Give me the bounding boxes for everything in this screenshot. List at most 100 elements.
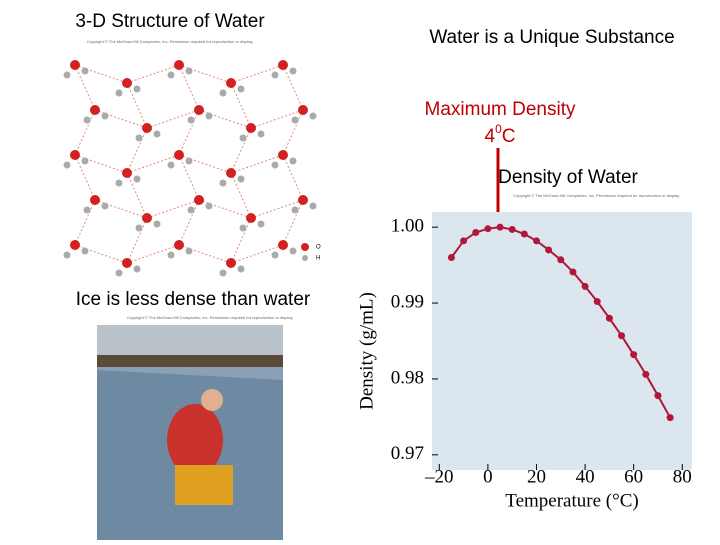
hydrogen (271, 161, 279, 169)
bond (126, 127, 148, 174)
bond (282, 109, 304, 156)
hydrogen (291, 116, 299, 124)
bond (74, 199, 96, 246)
x-tick-label: 60 (624, 466, 643, 487)
hydrogen (101, 202, 109, 210)
y-tick-label: 0.99 (391, 291, 424, 312)
ice-caption: Ice is less dense than water (76, 289, 311, 310)
oxygen (142, 123, 152, 133)
oxygen (298, 195, 308, 205)
hydrogen (167, 71, 175, 79)
data-point (605, 314, 613, 322)
bond (74, 64, 128, 84)
photo-person (167, 404, 223, 476)
copyright: Copyright © The McGraw-Hill Companies, I… (87, 39, 254, 44)
data-point (447, 254, 455, 262)
bond (126, 172, 148, 219)
x-tick-label: 80 (673, 466, 692, 487)
bond (250, 199, 304, 219)
hydrogen (187, 206, 195, 214)
hydrogen (219, 269, 227, 277)
data-point (545, 246, 553, 254)
oxygen (278, 150, 288, 160)
oxygen (90, 105, 100, 115)
hydrogen (205, 202, 213, 210)
hydrogen (63, 251, 71, 259)
chart: 1.00 0.99 0.98 0.97–20 0 20 40 60 80 Temperature … (356, 212, 692, 511)
oxygen (122, 168, 132, 178)
hydrogen (81, 157, 89, 165)
bond (178, 154, 232, 174)
chart-copyright: Copyright © The McGraw-Hill Companies, I… (513, 193, 680, 198)
data-point (569, 268, 577, 276)
hydrogen (135, 134, 143, 142)
temp-number: 4 (485, 126, 496, 147)
hydrogen (185, 247, 193, 255)
data-point (642, 370, 650, 378)
bond (126, 154, 180, 174)
y-tick-label: 1.00 (391, 216, 424, 237)
x-tick-label: 40 (576, 466, 595, 487)
hydrogen (309, 202, 317, 210)
legend-o: O (316, 245, 321, 251)
data-point (654, 392, 662, 400)
x-axis-label: Temperature (°C) (505, 490, 638, 511)
hydrogen (289, 247, 297, 255)
x-tick-label: –20 (424, 466, 454, 487)
hydrogen (167, 251, 175, 259)
hydrogen (133, 85, 141, 93)
data-point (593, 298, 601, 306)
bond (74, 109, 96, 156)
photo-head (201, 389, 223, 411)
hydrogen (185, 67, 193, 75)
lattice-image (63, 60, 317, 277)
hydrogen (237, 85, 245, 93)
hydrogen (81, 247, 89, 255)
bond (126, 82, 148, 129)
bond (178, 64, 200, 111)
hydrogen (63, 71, 71, 79)
bond (198, 109, 252, 129)
bond (126, 244, 180, 264)
bond (94, 109, 148, 129)
hydrogen (271, 71, 279, 79)
photo-trees (97, 355, 283, 367)
bond (178, 154, 200, 201)
legend-h: H (316, 256, 320, 262)
oxygen (174, 240, 184, 250)
bond (230, 244, 284, 264)
x-tick-label: 0 (483, 466, 493, 487)
hydrogen (219, 179, 227, 187)
temp-sup: 0 (495, 122, 502, 136)
hydrogen (83, 116, 91, 124)
hydrogen (135, 224, 143, 232)
y-tick-label: 0.97 (391, 443, 424, 464)
hydrogen (115, 89, 123, 97)
bond (250, 109, 304, 129)
max-density-temp: 40C (485, 122, 516, 147)
hydrogen (257, 130, 265, 138)
chart-title: Density of Water (498, 167, 638, 188)
bond (230, 64, 284, 84)
data-point (666, 414, 674, 422)
bond (178, 64, 232, 84)
hydrogen (271, 251, 279, 259)
bond (74, 64, 96, 111)
data-point (484, 225, 492, 233)
bond (74, 244, 128, 264)
data-point (520, 230, 528, 238)
y-axis-label: Density (g/mL) (356, 292, 377, 410)
photo-legs (175, 465, 233, 505)
oxygen (70, 150, 80, 160)
right-title: Water is a Unique Substance (429, 27, 674, 48)
bond (230, 172, 252, 219)
y-tick-label: 0.98 (391, 367, 424, 388)
hydrogen (115, 179, 123, 187)
bond (74, 154, 96, 201)
oxygen (142, 213, 152, 223)
hydrogen (187, 116, 195, 124)
temp-unit: C (502, 126, 516, 147)
bond (178, 109, 200, 156)
